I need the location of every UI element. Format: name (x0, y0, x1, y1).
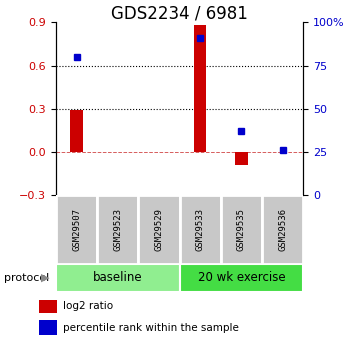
Bar (180, 264, 303, 292)
Text: GSM29507: GSM29507 (72, 208, 81, 251)
Bar (56, 264, 180, 292)
Bar (221, 195, 262, 264)
Bar (138, 195, 179, 264)
Bar (194, 25, 206, 152)
Text: GSM29523: GSM29523 (113, 208, 122, 251)
Bar (39, 321, 57, 335)
Text: ▶: ▶ (41, 273, 49, 283)
Text: log2 ratio: log2 ratio (63, 302, 113, 311)
Bar (39, 299, 57, 313)
Bar (70, 110, 83, 152)
Text: protocol: protocol (4, 273, 49, 283)
Text: 20 wk exercise: 20 wk exercise (197, 271, 285, 284)
Text: GSM29536: GSM29536 (278, 208, 287, 251)
Text: GSM29529: GSM29529 (155, 208, 164, 251)
Bar (235, 152, 248, 165)
Text: baseline: baseline (93, 271, 143, 284)
Bar (97, 195, 138, 264)
Bar (262, 195, 303, 264)
Text: GSM29533: GSM29533 (196, 208, 205, 251)
Bar (180, 195, 221, 264)
Title: GDS2234 / 6981: GDS2234 / 6981 (111, 4, 248, 22)
Text: GSM29535: GSM29535 (237, 208, 246, 251)
Bar (56, 195, 97, 264)
Text: percentile rank within the sample: percentile rank within the sample (63, 323, 239, 333)
